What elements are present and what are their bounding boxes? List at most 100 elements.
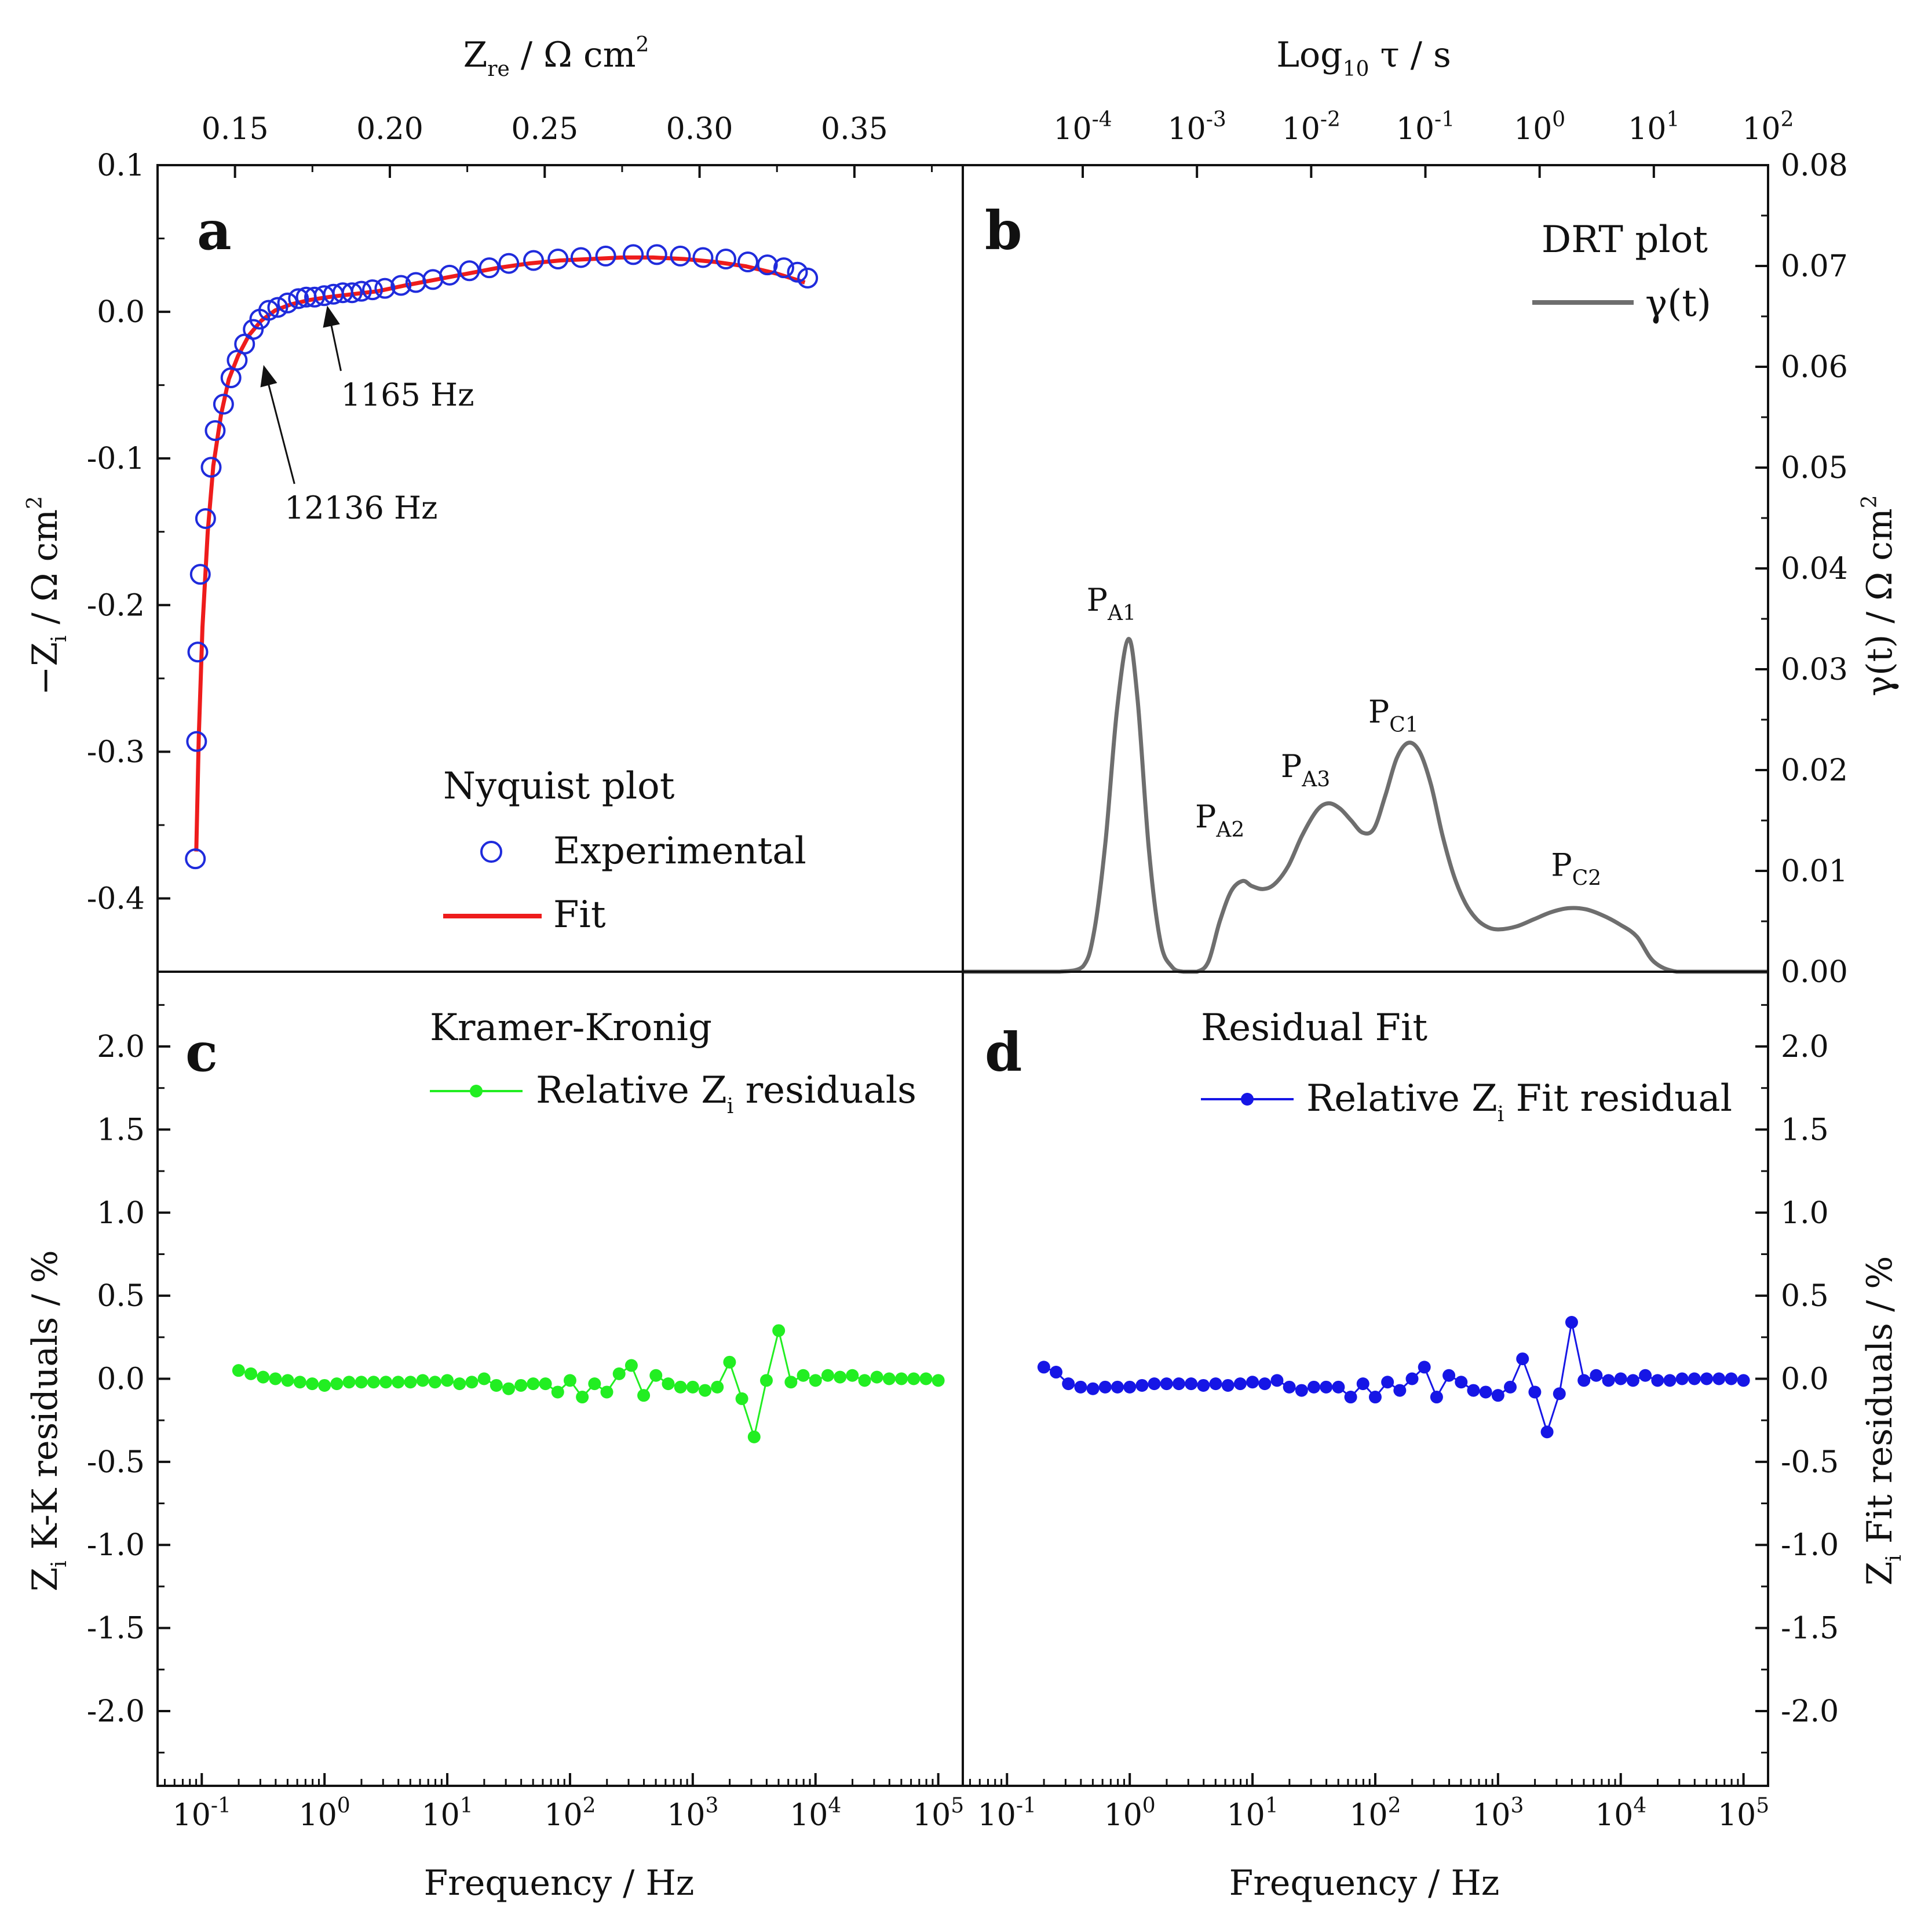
d-residual-point [1442, 1369, 1456, 1382]
experimental-point [459, 260, 480, 282]
experimental-point [692, 247, 714, 268]
d-xtick-label: 104 [1595, 1794, 1646, 1833]
d-residual-point [1270, 1374, 1284, 1387]
panel-d-ticks: 10-1 100 101 102 103 104 105 2.0 1.5 1.0 0.5 0.0 -0.… [969, 1004, 1839, 1833]
panel-d-ylabel: Zi Fit residuals / % [1860, 1256, 1906, 1586]
d-residual-point [1086, 1382, 1100, 1395]
svg-text:Log10 τ / s: Log10 τ / s [1276, 35, 1451, 81]
c-residual-point [563, 1374, 576, 1387]
c-residual-point [747, 1430, 761, 1443]
d-ytick-label: -0.5 [1781, 1445, 1839, 1480]
d-residual-point [1185, 1377, 1198, 1391]
b-ytick-label: 0.01 [1781, 854, 1848, 889]
c-residual-point [600, 1385, 613, 1399]
panel-a-annotations: 12136 Hz 1165 Hz [260, 305, 474, 526]
c-residual-point [576, 1391, 589, 1404]
c-ytick-label: 1.0 [97, 1196, 145, 1231]
legend-marker-kk [470, 1085, 483, 1097]
d-residual-point [1651, 1374, 1664, 1387]
experimental-point [570, 247, 591, 268]
panel-a-xlabel: Zre / Ω cm2 [463, 33, 649, 81]
c-residual-point [232, 1364, 245, 1377]
legend-marker-experimental [480, 841, 502, 863]
c-residual-point [551, 1385, 564, 1399]
d-residual-point [1050, 1366, 1063, 1379]
c-residual-point [244, 1367, 258, 1380]
svg-text:γ(t) / Ω cm2: γ(t) / Ω cm2 [1858, 495, 1900, 696]
experimental-point [243, 319, 264, 340]
panel-b-xlabel: Log10 τ / s [1276, 35, 1451, 81]
panel-b-label: b [985, 199, 1022, 262]
legend-label-gamma: γ(t) [1645, 282, 1711, 325]
c-ytick-label: 2.0 [97, 1030, 145, 1064]
c-residual-point [772, 1324, 786, 1337]
peak-label: PA1 [1087, 582, 1136, 625]
experimental-point [187, 641, 209, 663]
c-xtick-label: 102 [544, 1794, 596, 1833]
panel-d-xlabel: Frequency / Hz [1229, 1863, 1500, 1903]
d-residual-point [1332, 1380, 1345, 1394]
c-residual-point [502, 1382, 516, 1395]
d-residual-point [1283, 1380, 1296, 1394]
c-residual-point [527, 1377, 540, 1391]
figure-frame [156, 164, 1769, 1787]
d-ytick-label: -1.5 [1781, 1611, 1839, 1646]
panel-d-fit-residuals: d Frequency / Hz Zi Fit residuals / % 10… [969, 1004, 1906, 1903]
a-ytick-label: -0.2 [87, 588, 145, 623]
b-ytick-label: 0.05 [1781, 451, 1848, 486]
experimental-point [195, 508, 216, 529]
a-ytick-label: -0.4 [87, 881, 145, 916]
c-residual-point [318, 1378, 331, 1392]
c-residual-point [404, 1376, 417, 1389]
d-residual-point [1197, 1378, 1210, 1392]
experimental-point [623, 244, 644, 265]
b-ytick-label: 0.06 [1781, 350, 1848, 385]
experimental-point [773, 257, 794, 279]
d-residual-point [1626, 1374, 1639, 1387]
d-residual-point [1663, 1374, 1677, 1387]
legend-title-residual-fit: Residual Fit [1201, 1006, 1427, 1049]
a-xtick-label: 0.35 [821, 112, 888, 147]
d-ytick-label: -2.0 [1781, 1694, 1839, 1729]
d-xtick-label: 100 [1104, 1794, 1156, 1833]
panel-c-kramers-kronig: c Frequency / Hz Zi K-K residuals / % 10… [25, 1004, 964, 1903]
peak-label: PC2 [1551, 847, 1601, 891]
c-residual-point [293, 1376, 306, 1389]
c-residual-point [428, 1376, 441, 1389]
d-residual-point [1479, 1385, 1492, 1399]
c-residual-point [257, 1370, 270, 1384]
d-residual-point [1295, 1384, 1308, 1397]
c-residual-point [882, 1372, 896, 1385]
c-ytick-label: -1.0 [87, 1528, 145, 1563]
experimental-point [200, 457, 222, 478]
legend-title-kk: Kramer-Kronig [430, 1006, 712, 1049]
d-residual-point [1553, 1387, 1566, 1401]
panel-c-label: c [185, 1021, 218, 1084]
peak-label: PC1 [1368, 694, 1419, 737]
c-xtick-label: 100 [299, 1794, 350, 1833]
experimental-point [186, 731, 207, 752]
experimental-point [715, 248, 737, 269]
d-residual-point [1602, 1374, 1615, 1387]
d-residual-point [1098, 1380, 1112, 1394]
d-ytick-label: 0.5 [1781, 1279, 1829, 1314]
d-residual-point [1516, 1352, 1529, 1366]
d-residual-point [1590, 1369, 1603, 1382]
c-residual-point [834, 1370, 847, 1384]
panel-a-nyquist: a Zre / Ω cm2 −Zi / Ω cm2 0.15 0.20 0.25 0.… [23, 33, 933, 973]
c-residual-point [846, 1369, 859, 1382]
c-residual-point [330, 1377, 344, 1391]
c-residual-point [723, 1355, 736, 1369]
experimental-point [439, 264, 461, 286]
d-residual-point [1467, 1384, 1480, 1397]
c-residual-point [624, 1359, 638, 1372]
c-residual-point [269, 1372, 282, 1385]
experimental-point [797, 267, 819, 289]
c-xtick-label: 10-1 [173, 1794, 231, 1833]
b-ytick-label: 0.04 [1781, 552, 1848, 586]
experimental-point [498, 253, 520, 274]
a-ytick-label: 0.1 [97, 148, 145, 183]
d-xtick-label: 103 [1472, 1794, 1524, 1833]
